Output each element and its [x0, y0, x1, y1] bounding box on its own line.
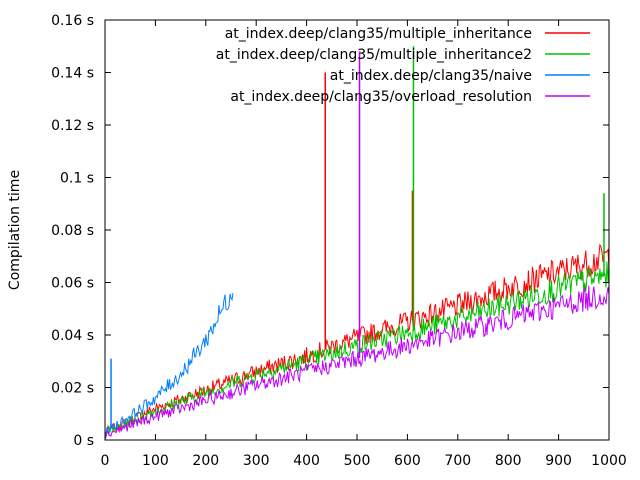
- ticks-layer: 0 100 200 300 400 500 600 700 800 900 1000 0 s 0.02 …: [51, 13, 627, 469]
- x-tick-label: 500: [344, 453, 371, 469]
- legend-label: at_index.deep/clang35/naive: [330, 68, 532, 84]
- y-tick-label: 0 s: [73, 433, 94, 449]
- legend-label: at_index.deep/clang35/multiple_inheritan…: [225, 26, 532, 42]
- series-0: [104, 72, 610, 435]
- x-tick-label: 300: [243, 453, 270, 469]
- legend-label: at_index.deep/clang35/multiple_inheritan…: [216, 47, 532, 63]
- legend-label: at_index.deep/clang35/overload_resolutio…: [230, 89, 532, 105]
- y-tick-label: 0.12 s: [51, 118, 94, 134]
- series-line: [104, 243, 610, 435]
- x-tick-label: 1000: [591, 453, 627, 469]
- series-line: [104, 261, 610, 437]
- x-tick-label: 200: [192, 453, 219, 469]
- series-2: [104, 293, 234, 436]
- y-tick-label: 0.1 s: [60, 171, 94, 187]
- legend: at_index.deep/clang35/multiple_inheritan…: [216, 26, 590, 105]
- y-tick-label: 0.14 s: [51, 66, 94, 82]
- series-line: [104, 285, 610, 440]
- x-tick-label: 900: [545, 453, 572, 469]
- y-axis-label: Compilation time: [7, 170, 23, 290]
- x-tick-label: 600: [394, 453, 421, 469]
- y-tick-label: 0.02 s: [51, 381, 94, 397]
- x-tick-label: 800: [495, 453, 522, 469]
- y-tick-label: 0.04 s: [51, 328, 94, 344]
- x-tick-label: 100: [142, 453, 169, 469]
- x-tick-label: 0: [101, 453, 110, 469]
- series-3: [104, 51, 610, 440]
- y-tick-label: 0.06 s: [51, 276, 94, 292]
- x-tick-label: 400: [293, 453, 320, 469]
- y-tick-label: 0.16 s: [51, 13, 94, 29]
- series-1: [104, 46, 610, 437]
- x-tick-label: 700: [444, 453, 471, 469]
- y-tick-label: 0.08 s: [51, 223, 94, 239]
- series-line: [104, 293, 234, 436]
- series-layer: [104, 46, 610, 440]
